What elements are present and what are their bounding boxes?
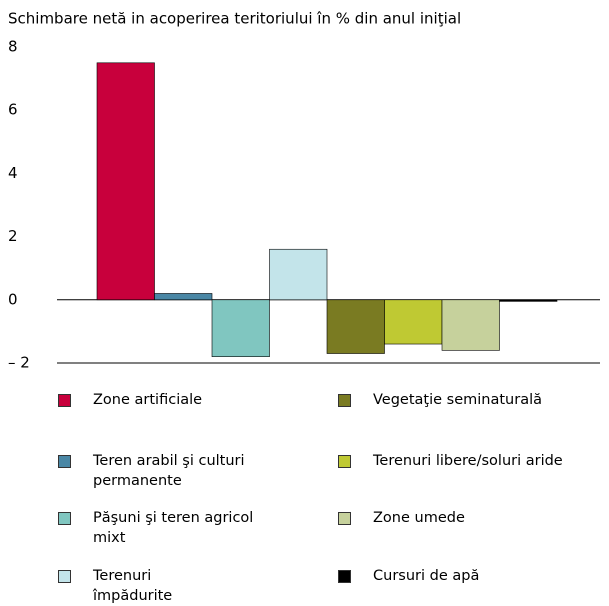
bar — [154, 293, 213, 301]
legend-swatch — [338, 394, 351, 407]
y-tick-label: 0 — [8, 290, 18, 308]
legend-label: Teren arabil şi culturi permanente — [93, 453, 245, 489]
legend-swatch — [338, 570, 351, 583]
legend-swatch — [338, 512, 351, 525]
legend-label: Terenuri împădurite — [93, 568, 173, 604]
legend-swatch — [58, 512, 71, 525]
y-tick-label: 2 — [8, 227, 18, 245]
y-tick-label: 8 — [8, 38, 18, 56]
legend-item: Păşuni şi teren agricol mixt — [58, 508, 283, 548]
chart: Schimbare netă in acoperirea teritoriulu… — [8, 10, 600, 372]
legend-item: Vegetaţie seminaturală — [338, 390, 542, 410]
chart-title: Schimbare netă in acoperirea teritoriulu… — [8, 10, 461, 28]
y-tick-label: 6 — [8, 101, 18, 119]
legend-label: Zone umede — [373, 510, 465, 526]
y-tick-label: – 2 — [8, 354, 30, 372]
legend-item: Zone artificiale — [58, 390, 283, 410]
legend-swatch — [58, 455, 71, 468]
y-tick-label: 4 — [8, 164, 18, 182]
legend-label: Păşuni şi teren agricol mixt — [93, 510, 254, 546]
legend-item: Teren arabil şi culturi permanente — [58, 451, 283, 491]
bar — [96, 62, 155, 301]
legend-label: Zone artificiale — [93, 392, 203, 408]
legend-swatch — [58, 394, 71, 407]
legend-label: Cursuri de apă — [373, 568, 480, 584]
legend-swatch — [58, 570, 71, 583]
legend-item: Terenuri libere/soluri aride — [338, 451, 563, 471]
legend-item: Terenuri împădurite — [58, 566, 203, 606]
legend-label: Terenuri libere/soluri aride — [373, 453, 563, 469]
bar — [441, 299, 500, 351]
bar — [269, 248, 328, 301]
legend-swatch — [338, 455, 351, 468]
legend-label: Vegetaţie seminaturală — [373, 392, 542, 408]
legend-item: Cursuri de apă — [338, 566, 479, 586]
legend-item: Zone umede — [338, 508, 465, 528]
bar — [211, 299, 270, 357]
bar — [384, 299, 443, 345]
bar — [326, 299, 385, 354]
bar — [499, 299, 558, 302]
